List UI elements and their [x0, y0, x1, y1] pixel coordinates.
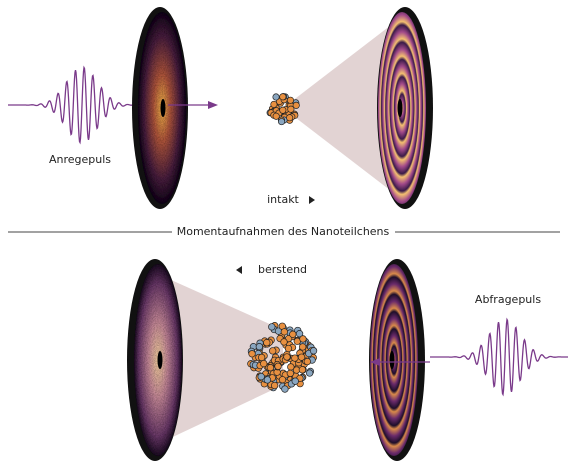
label: Anregepuls — [49, 153, 111, 166]
atom — [278, 118, 284, 124]
atom — [288, 106, 294, 112]
probe-wave — [430, 320, 568, 395]
atom — [285, 345, 292, 352]
atom — [290, 331, 297, 338]
atom — [264, 377, 271, 384]
atom — [275, 363, 282, 370]
label: intakt — [267, 193, 299, 206]
atom — [281, 339, 288, 346]
atom — [269, 348, 276, 355]
atom — [306, 370, 313, 377]
atom — [299, 344, 306, 351]
atom — [269, 324, 276, 331]
atom — [310, 347, 317, 354]
atom — [287, 370, 294, 377]
atom — [284, 354, 291, 361]
atom — [292, 355, 299, 362]
atom — [260, 360, 267, 367]
atom — [288, 364, 295, 371]
beam-stop — [390, 351, 395, 369]
atom — [273, 94, 279, 100]
atom — [267, 364, 274, 371]
label: Abfragepuls — [475, 293, 541, 306]
label: berstend — [258, 263, 307, 276]
atom — [287, 97, 293, 103]
beam-stop — [158, 351, 163, 369]
beam-stop — [161, 99, 166, 117]
atom — [263, 339, 270, 346]
atom — [249, 350, 256, 357]
diagram: Anregepuls intakt Momentaufnahmen des Na… — [0, 0, 568, 463]
atom — [298, 354, 305, 361]
triangle — [309, 196, 315, 204]
atom — [299, 366, 306, 373]
atom — [258, 373, 265, 380]
atom — [280, 107, 286, 113]
atom — [292, 378, 299, 385]
pump-wave — [8, 68, 132, 143]
caption: Momentaufnahmen des Nanoteilchens — [177, 225, 390, 238]
atom — [300, 336, 307, 343]
triangle — [236, 266, 242, 274]
atom — [279, 376, 286, 383]
arrowhead — [208, 101, 218, 109]
atom — [271, 382, 278, 389]
atom — [281, 329, 288, 336]
atom — [304, 358, 311, 365]
atom — [280, 94, 286, 100]
atom — [282, 386, 289, 393]
atom — [258, 354, 265, 361]
beam-stop — [398, 99, 403, 117]
atom — [286, 115, 292, 121]
atom — [256, 343, 263, 350]
atom — [273, 113, 279, 119]
